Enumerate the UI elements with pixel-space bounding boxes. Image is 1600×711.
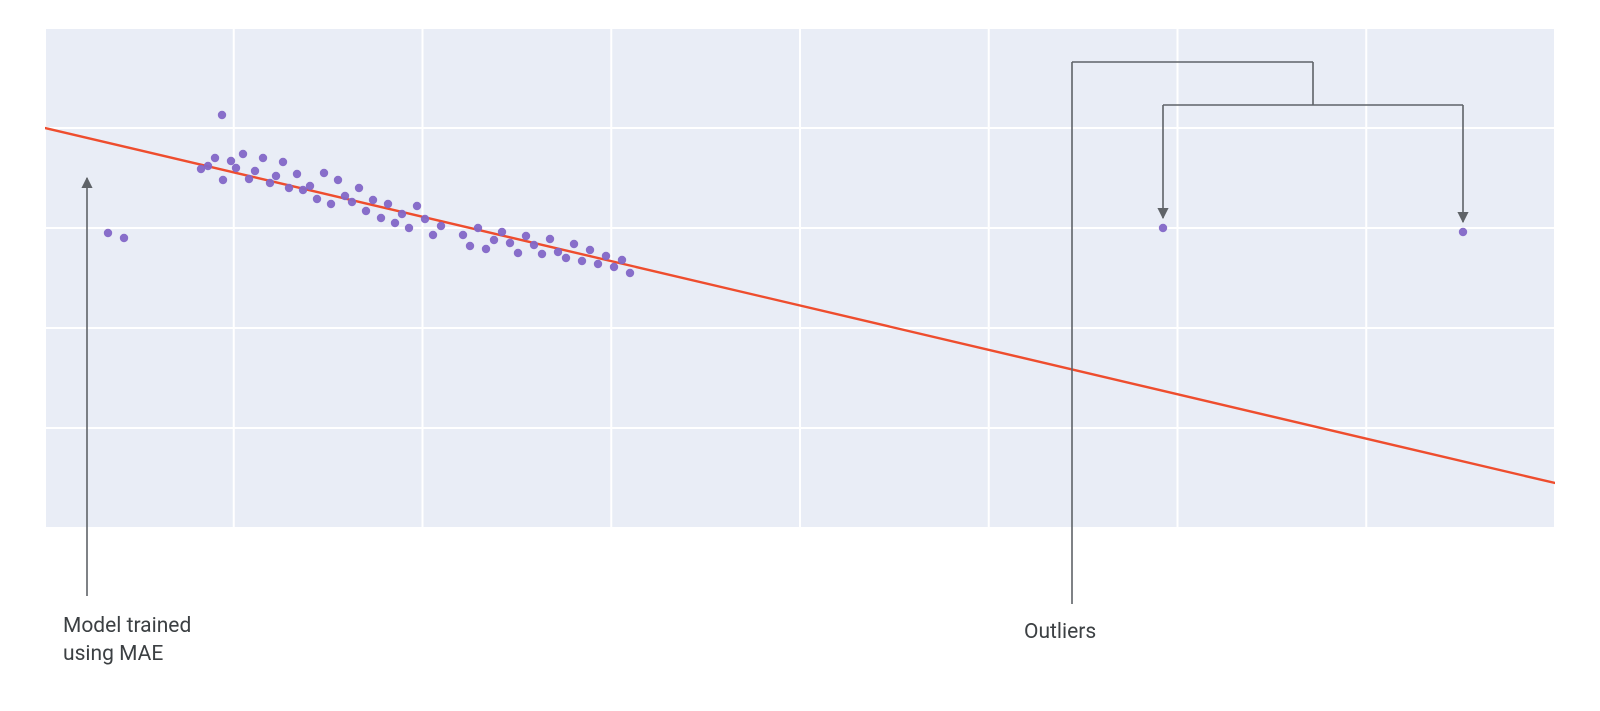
- outliers-label: Outliers: [1024, 618, 1096, 646]
- annotation-overlay: [0, 0, 1600, 711]
- model-trained-label: Model trained using MAE: [63, 612, 191, 669]
- chart-root: { "layout": { "viewport": { "width": 160…: [0, 0, 1600, 711]
